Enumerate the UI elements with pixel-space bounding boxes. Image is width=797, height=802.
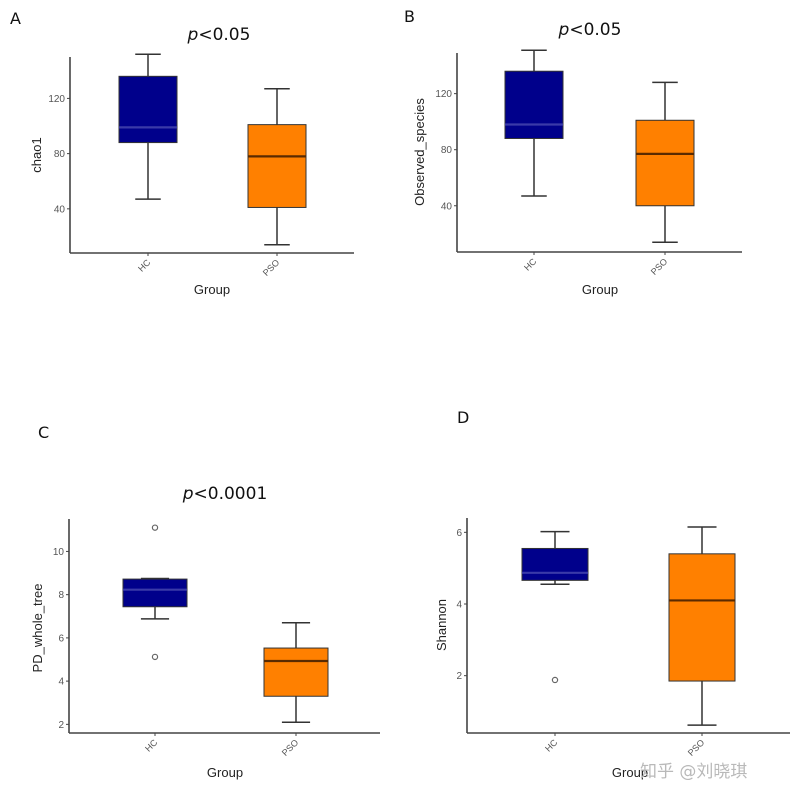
title-value: <0.0001	[194, 484, 268, 504]
x-axis-title: Group	[207, 765, 243, 780]
iqr-box	[247, 124, 307, 208]
watermark: 知乎 @刘晓琪	[640, 762, 747, 782]
x-tick-label: PSO	[280, 737, 301, 758]
x-tick-label: PSO	[261, 257, 282, 278]
panel-letter: C	[38, 423, 49, 442]
x-tick-label: HC	[143, 737, 160, 754]
box-pso	[635, 81, 695, 243]
y-axis-title: Observed_species	[412, 98, 427, 206]
plot-area: 2 4 6 HC PSO	[456, 518, 790, 758]
panel-a: A p<0.05 40 80 120 HC PSO Group chao1	[10, 9, 354, 297]
y-tick-label: 4	[456, 600, 462, 611]
y-tick-label: 2	[456, 671, 462, 682]
y-tick-label: 4	[58, 677, 64, 688]
iqr-box	[263, 647, 329, 697]
y-tick-label: 80	[441, 145, 453, 156]
y-axis-title: chao1	[29, 137, 44, 172]
panel-letter: B	[404, 7, 415, 26]
plot-area: 40 80 120 HC PSO	[435, 49, 742, 277]
y-tick-label: 80	[54, 149, 66, 160]
panel-b: B p<0.05 40 80 120 HC PSO Group Observed_spe…	[404, 7, 742, 297]
iqr-box	[118, 75, 178, 144]
x-axis-title: Group	[194, 282, 230, 297]
outlier-point	[151, 653, 159, 661]
y-axis-title: PD_whole_tree	[30, 584, 45, 673]
x-tick-label: PSO	[649, 256, 670, 277]
box-hc	[504, 49, 564, 197]
x-tick-label: HC	[543, 737, 560, 754]
box-pso	[263, 622, 329, 723]
y-tick-label: 120	[48, 94, 65, 105]
y-tick-label: 6	[456, 528, 462, 539]
chart-title: p<0.0001	[182, 484, 268, 504]
y-tick-label: 120	[435, 89, 452, 100]
x-axis-title: Group	[582, 282, 618, 297]
iqr-box	[668, 553, 736, 682]
x-axis-title: Group	[612, 765, 648, 780]
box-hc	[118, 53, 178, 200]
y-tick-label: 6	[58, 633, 64, 644]
plot-area: 2 4 6 8 10 HC PSO	[53, 519, 380, 758]
box-pso	[668, 526, 736, 726]
plot-area: 40 80 120 HC PSO	[48, 53, 354, 278]
outlier-point	[551, 676, 559, 684]
box-hc	[521, 530, 589, 684]
title-p: p	[182, 484, 194, 504]
y-axis-title: Shannon	[434, 599, 449, 651]
title-p: p	[187, 25, 199, 45]
chart-title: p<0.05	[558, 20, 622, 40]
title-p: p	[558, 20, 570, 40]
x-tick-label: HC	[136, 257, 153, 274]
title-value: <0.05	[198, 25, 250, 45]
title-value: <0.05	[569, 20, 621, 40]
iqr-box	[521, 547, 589, 581]
chart-title: p<0.05	[187, 25, 251, 45]
x-tick-label: HC	[522, 256, 539, 273]
y-tick-label: 10	[53, 547, 65, 558]
iqr-box	[635, 119, 695, 207]
y-tick-label: 2	[58, 720, 64, 731]
box-hc	[122, 524, 188, 661]
outlier-point	[151, 524, 159, 531]
y-tick-label: 40	[54, 204, 66, 215]
iqr-box	[122, 578, 188, 608]
panel-letter: A	[10, 9, 21, 28]
panel-d: D 2 4 6 HC PSO Group Shannon	[434, 408, 790, 780]
iqr-box	[504, 70, 564, 139]
box-pso	[247, 87, 307, 246]
panel-c: C p<0.0001 2 4 6 8 10 HC PSO Group PD_whole_tr…	[30, 423, 380, 780]
y-tick-label: 8	[58, 590, 64, 601]
x-tick-label: PSO	[686, 737, 707, 758]
panel-letter: D	[457, 408, 469, 427]
y-tick-label: 40	[441, 201, 453, 212]
